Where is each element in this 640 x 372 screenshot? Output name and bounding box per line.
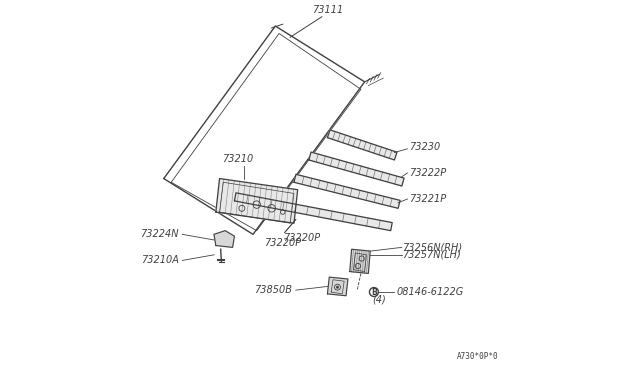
Text: 08146-6122G: 08146-6122G xyxy=(396,287,463,297)
Polygon shape xyxy=(234,193,392,231)
Polygon shape xyxy=(349,249,370,273)
Polygon shape xyxy=(328,130,397,160)
Polygon shape xyxy=(328,277,348,296)
Polygon shape xyxy=(164,26,365,234)
Circle shape xyxy=(336,286,339,288)
Text: A730*0P*0: A730*0P*0 xyxy=(457,352,499,361)
Polygon shape xyxy=(214,231,234,247)
Polygon shape xyxy=(216,179,298,223)
Text: 73256N(RH): 73256N(RH) xyxy=(402,243,462,252)
Text: 73220P: 73220P xyxy=(264,238,301,248)
Text: 73850B: 73850B xyxy=(254,285,292,295)
Text: 73257N(LH): 73257N(LH) xyxy=(402,250,461,260)
Polygon shape xyxy=(309,152,404,186)
Text: 73224N: 73224N xyxy=(140,230,179,239)
Text: 73221P: 73221P xyxy=(410,194,447,204)
Text: 73210: 73210 xyxy=(223,154,254,164)
Text: 73230: 73230 xyxy=(410,142,440,152)
Text: 73111: 73111 xyxy=(312,5,343,15)
Text: B: B xyxy=(371,288,377,296)
Text: 73210A: 73210A xyxy=(141,256,179,265)
Text: 73222P: 73222P xyxy=(410,168,447,178)
Polygon shape xyxy=(294,174,400,208)
Text: (4): (4) xyxy=(372,295,387,304)
Text: 73220P: 73220P xyxy=(283,233,320,243)
